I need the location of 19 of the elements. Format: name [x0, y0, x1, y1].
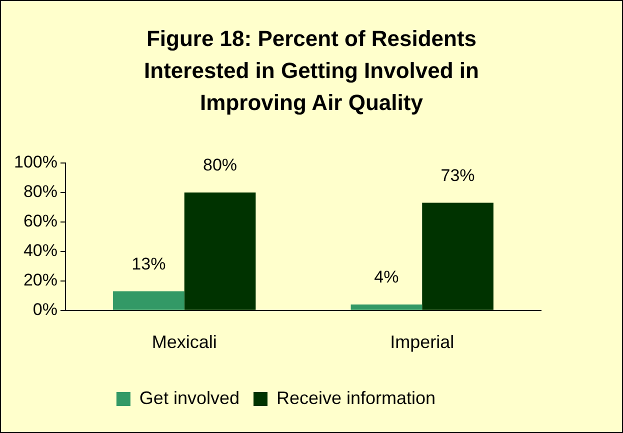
x-tick-label: Imperial	[390, 332, 454, 352]
data-label: 73%	[440, 166, 475, 185]
bar	[350, 304, 422, 310]
legend-label: Receive information	[276, 388, 436, 408]
y-tick-label: 100%	[14, 152, 58, 172]
legend-label: Get involved	[139, 388, 240, 408]
y-tick-label: 0%	[32, 300, 58, 320]
data-label: 4%	[374, 268, 399, 287]
data-label: 80%	[203, 156, 238, 175]
y-tick-label: 40%	[23, 241, 58, 260]
y-tick-label: 80%	[23, 182, 58, 202]
bar	[184, 192, 256, 310]
bar	[422, 202, 494, 310]
x-tick-label: Mexicali	[152, 332, 217, 352]
data-label: 13%	[132, 254, 166, 274]
y-tick-label: 60%	[23, 212, 58, 231]
y-tick-label: 20%	[23, 270, 58, 290]
bar	[113, 291, 184, 310]
chart-title: Figure 18: Percent of Residents Interested in Getting Involved in Improving Air Quality	[143, 25, 480, 117]
